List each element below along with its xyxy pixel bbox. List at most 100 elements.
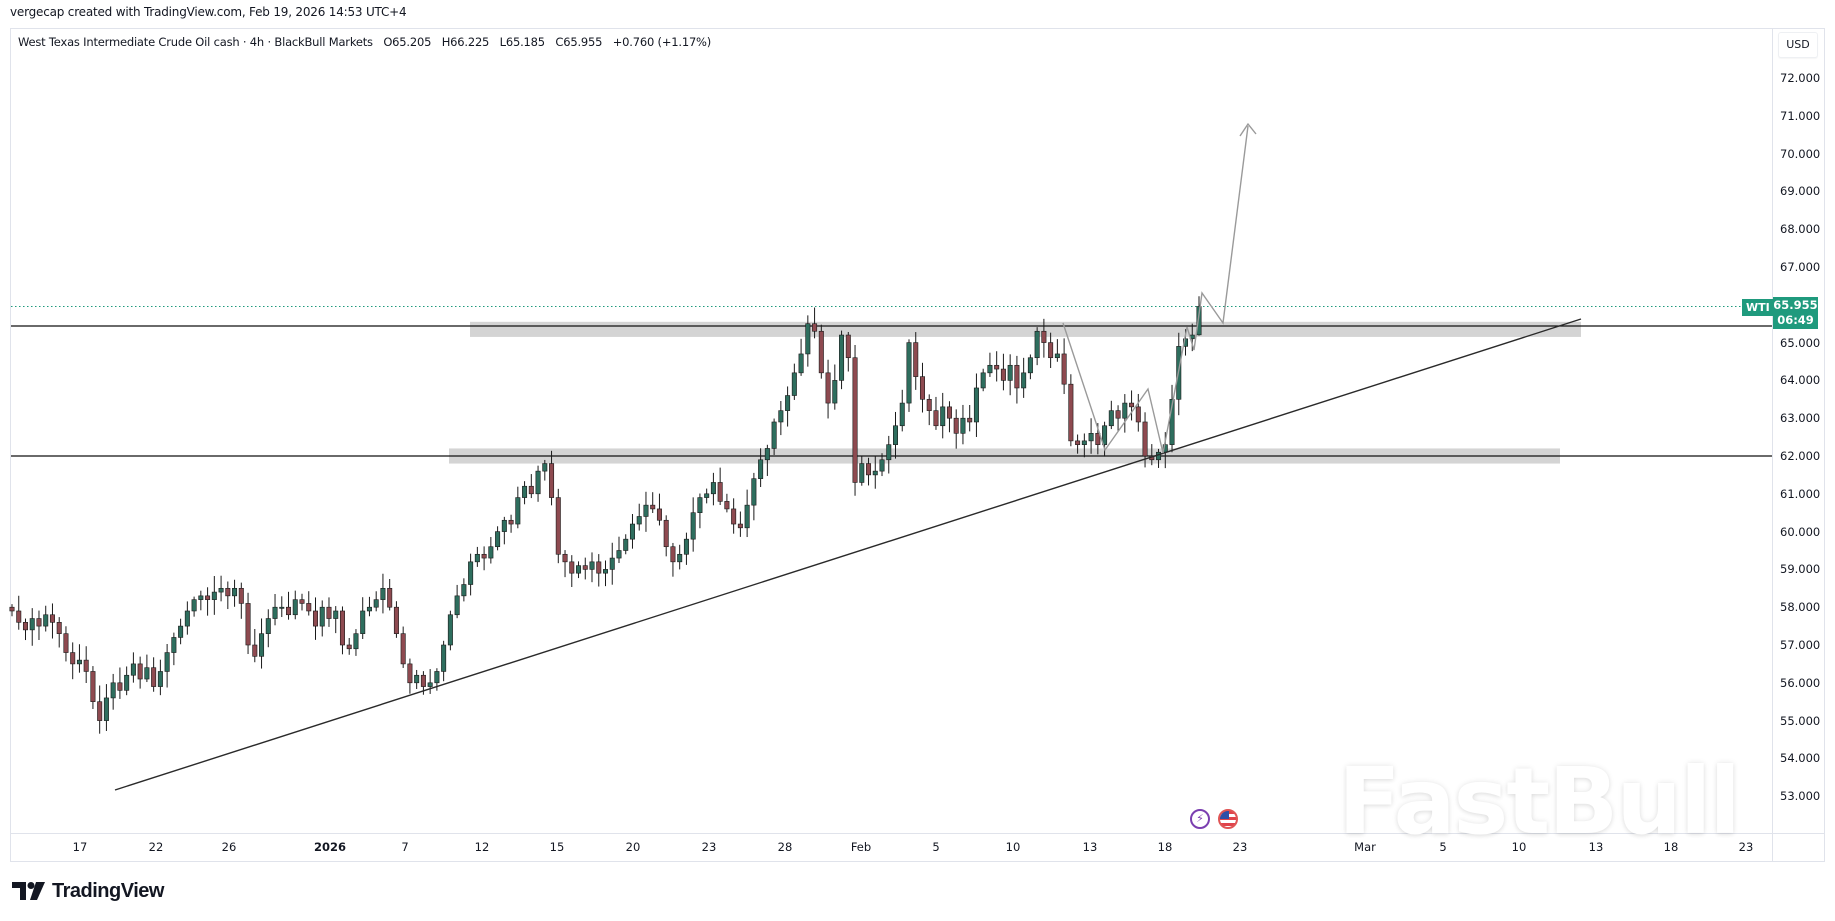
bull-candle [623,538,629,551]
bull-candle [319,606,325,627]
bull-candle [414,674,420,684]
bull-candle [798,353,804,374]
bull-candle [677,553,683,563]
bear-candle [238,587,244,604]
bull-candle [1183,338,1189,347]
bull-candle [461,584,467,597]
time-tick-label: 28 [777,840,793,854]
bull-candle [778,410,784,423]
time-tick-label: 15 [549,840,565,854]
price-tick-label: 54.000 [1780,751,1821,766]
us-flag-event-icon[interactable] [1218,809,1238,829]
bull-candle [535,470,541,495]
bull-candle [474,553,480,563]
bear-candle [346,644,352,650]
bull-candle [373,599,379,608]
tradingview-logo[interactable]: TradingView [12,880,164,902]
price-tick-label: 70.000 [1780,146,1821,161]
bear-candle [83,659,89,672]
bull-candle [1108,410,1114,427]
bear-candle [953,417,959,434]
time-axis-divider [10,833,1825,834]
bull-candle [353,633,359,650]
bear-candle [117,682,123,691]
price-tick-label: 71.000 [1780,108,1821,123]
lightning-event-icon[interactable]: ⚡ [1190,809,1210,829]
price-tick-label: 59.000 [1780,562,1821,577]
bear-candle [555,497,561,555]
bull-candle [1196,306,1202,336]
time-tick-label: 10 [1511,840,1527,854]
bear-candle [650,504,656,510]
bear-candle [286,606,292,616]
price-axis-divider[interactable] [1772,28,1773,862]
bull-candle [211,591,217,600]
bull-candle [184,610,190,627]
bear-candle [845,334,851,359]
bull-candle [366,606,372,612]
time-tick-label: 23 [701,840,717,854]
bull-candle [805,323,811,355]
bear-candle [393,606,399,634]
bear-candle [656,508,662,521]
time-tick-label: 7 [401,840,409,854]
legend-symbol[interactable]: West Texas Intermediate Crude Oil cash ·… [18,35,373,49]
price-tick-label: 62.000 [1780,449,1821,463]
bear-candle [1129,402,1135,408]
time-tick-label: 13 [1082,840,1098,854]
bull-candle [76,659,82,665]
time-tick-label: 12 [474,840,490,854]
bear-candle [731,508,737,525]
time-tick-label: 23 [1738,840,1754,854]
bull-candle [710,482,716,495]
time-tick-label: 22 [148,840,164,854]
bear-candle [1115,410,1121,419]
bear-candle [387,587,393,608]
bull-candle [589,561,595,570]
bear-candle [306,603,312,612]
time-tick-label: 13 [1588,840,1604,854]
price-tick-label: 69.000 [1780,184,1821,199]
bear-candle [569,561,575,574]
bear-candle [562,553,568,563]
bear-candle [1041,330,1047,343]
time-tick-label: 26 [221,840,237,854]
bear-candle [9,606,15,612]
bear-candle [528,485,534,495]
bull-candle [785,395,791,411]
bear-candle [717,482,723,502]
bear-candle [1000,368,1006,381]
bull-candle [171,637,177,653]
bar-countdown: 06:49 [1777,313,1814,327]
bear-candle [1014,364,1020,389]
bear-candle [946,406,952,419]
bull-candle [1021,372,1027,389]
bull-candle [441,644,447,672]
time-tick-label: 5 [932,840,940,854]
price-tick-label: 58.000 [1780,600,1821,615]
bear-candle [326,606,332,619]
bull-candle [879,459,885,472]
bull-candle [29,618,35,631]
bear-candle [549,463,555,498]
bear-candle [420,674,426,687]
bull-candle [872,470,878,476]
bear-candle [913,342,919,377]
bear-candle [70,652,76,665]
bull-candle [973,387,979,423]
price-tick-label: 53.000 [1780,789,1821,804]
bull-candle [360,610,366,634]
symbol-price-badge: WTI [1742,299,1774,316]
currency-button[interactable]: USD [1778,32,1818,58]
bear-candle [508,519,514,525]
bull-candle [886,444,892,461]
bull-candle [643,504,649,517]
bull-candle [987,364,993,374]
bear-candle [56,622,62,634]
bull-candle [1027,357,1033,374]
bull-candle [859,463,865,483]
bull-candle [771,421,777,449]
bull-candle [144,667,150,680]
bear-candle [724,501,730,510]
